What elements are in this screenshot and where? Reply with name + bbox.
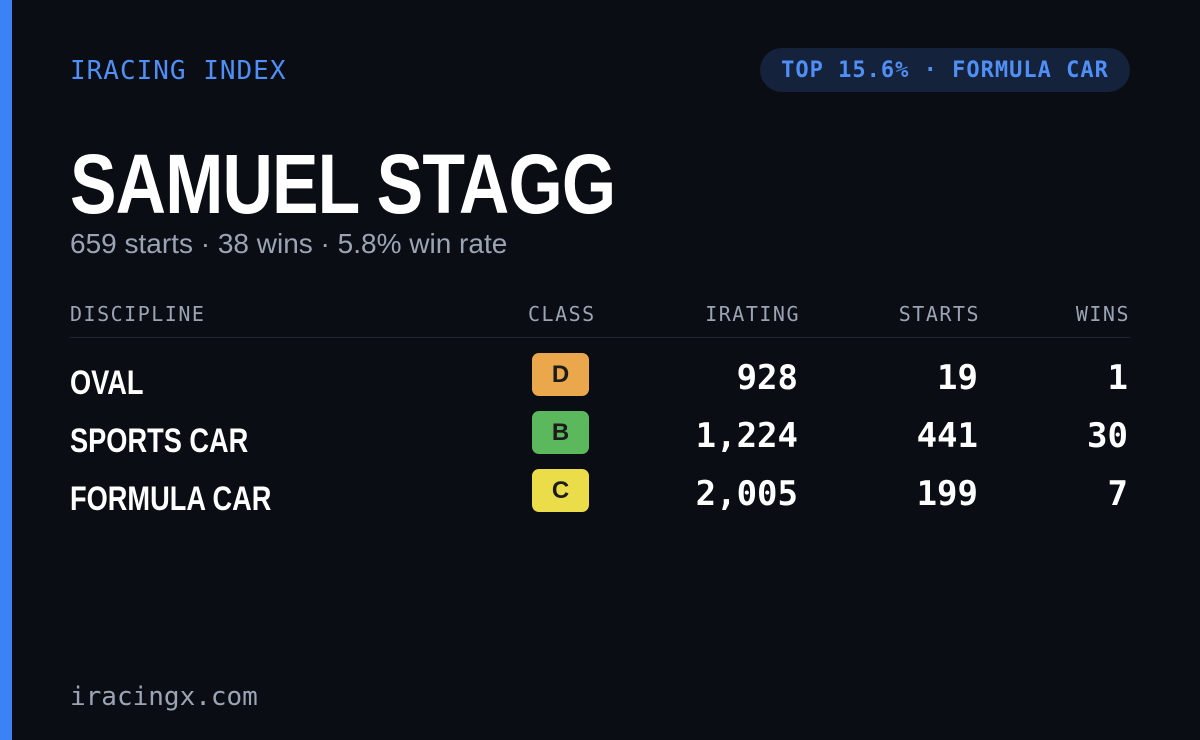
class-badge: C	[532, 469, 589, 512]
column-header: IRATING	[705, 302, 800, 326]
discipline: OVAL	[70, 364, 144, 402]
starts: 19	[937, 358, 978, 398]
starts: 441	[916, 416, 978, 456]
header-rule	[70, 337, 1130, 338]
starts: 199	[916, 474, 978, 514]
irating: 928	[736, 358, 798, 398]
wins: 7	[1107, 474, 1128, 514]
column-header: CLASS	[528, 302, 596, 326]
footer: iracingx.com	[70, 682, 258, 712]
irating: 1,224	[695, 416, 798, 456]
accent-stripe	[0, 0, 12, 740]
irating: 2,005	[695, 474, 798, 514]
class-badge: B	[532, 411, 589, 454]
column-header: WINS	[1075, 302, 1130, 326]
rank-badge: TOP 15.6% · FORMULA CAR	[760, 48, 1130, 92]
discipline: FORMULA CAR	[70, 480, 272, 518]
column-header: DISCIPLINE	[70, 302, 206, 326]
class-badge: D	[532, 353, 589, 396]
column-header: STARTS	[898, 302, 980, 326]
summary: 659 starts · 38 wins · 5.8% win rate	[70, 228, 508, 259]
discipline: SPORTS CAR	[70, 422, 249, 460]
wins: 1	[1107, 358, 1128, 398]
driver-name: SAMUEL STAGG	[70, 137, 616, 231]
wins: 30	[1087, 416, 1128, 456]
brand: IRACING INDEX	[70, 56, 287, 86]
